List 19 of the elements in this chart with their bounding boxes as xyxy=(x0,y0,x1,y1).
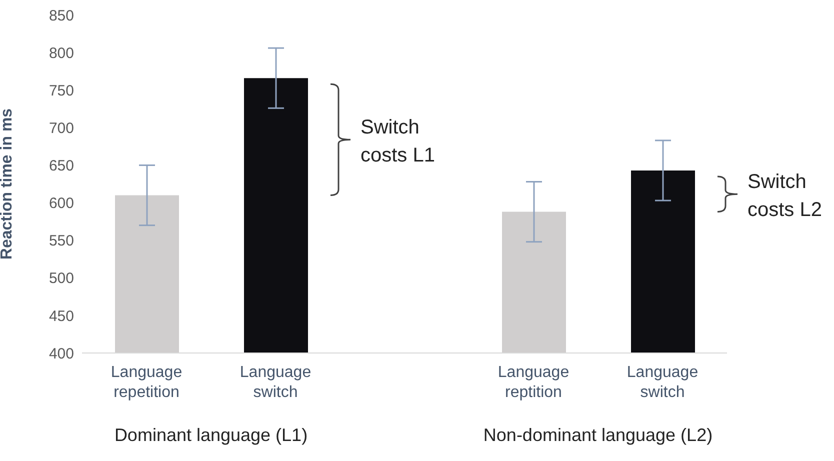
x-tick-label: Language switch xyxy=(240,364,312,401)
y-tick-label: 700 xyxy=(48,120,74,137)
y-tick-label: 400 xyxy=(48,345,74,362)
text: Switch costs L2 xyxy=(748,171,822,222)
y-tick-label: 450 xyxy=(48,308,74,325)
y-tick-label: 650 xyxy=(48,158,74,175)
y-tick-label: 750 xyxy=(48,82,74,100)
y-axis-title: Reaction time in ms xyxy=(0,108,16,260)
text: Dominant language (L1) xyxy=(114,425,308,445)
y-tick-label: 550 xyxy=(48,232,74,250)
y-tick-label: 850 xyxy=(48,7,74,24)
y-tick-label: 800 xyxy=(48,44,74,62)
annotation: Switch costs L1 xyxy=(360,116,435,167)
y-tick-label: 500 xyxy=(48,270,74,288)
x-tick-label: Language repetition xyxy=(110,364,182,401)
x-tick-label: Language switch xyxy=(626,364,698,401)
x-tick-label: Language reptition xyxy=(498,364,570,401)
y-tick-label: 600 xyxy=(48,195,74,212)
text: Non-dominant language (L2) xyxy=(483,425,713,445)
